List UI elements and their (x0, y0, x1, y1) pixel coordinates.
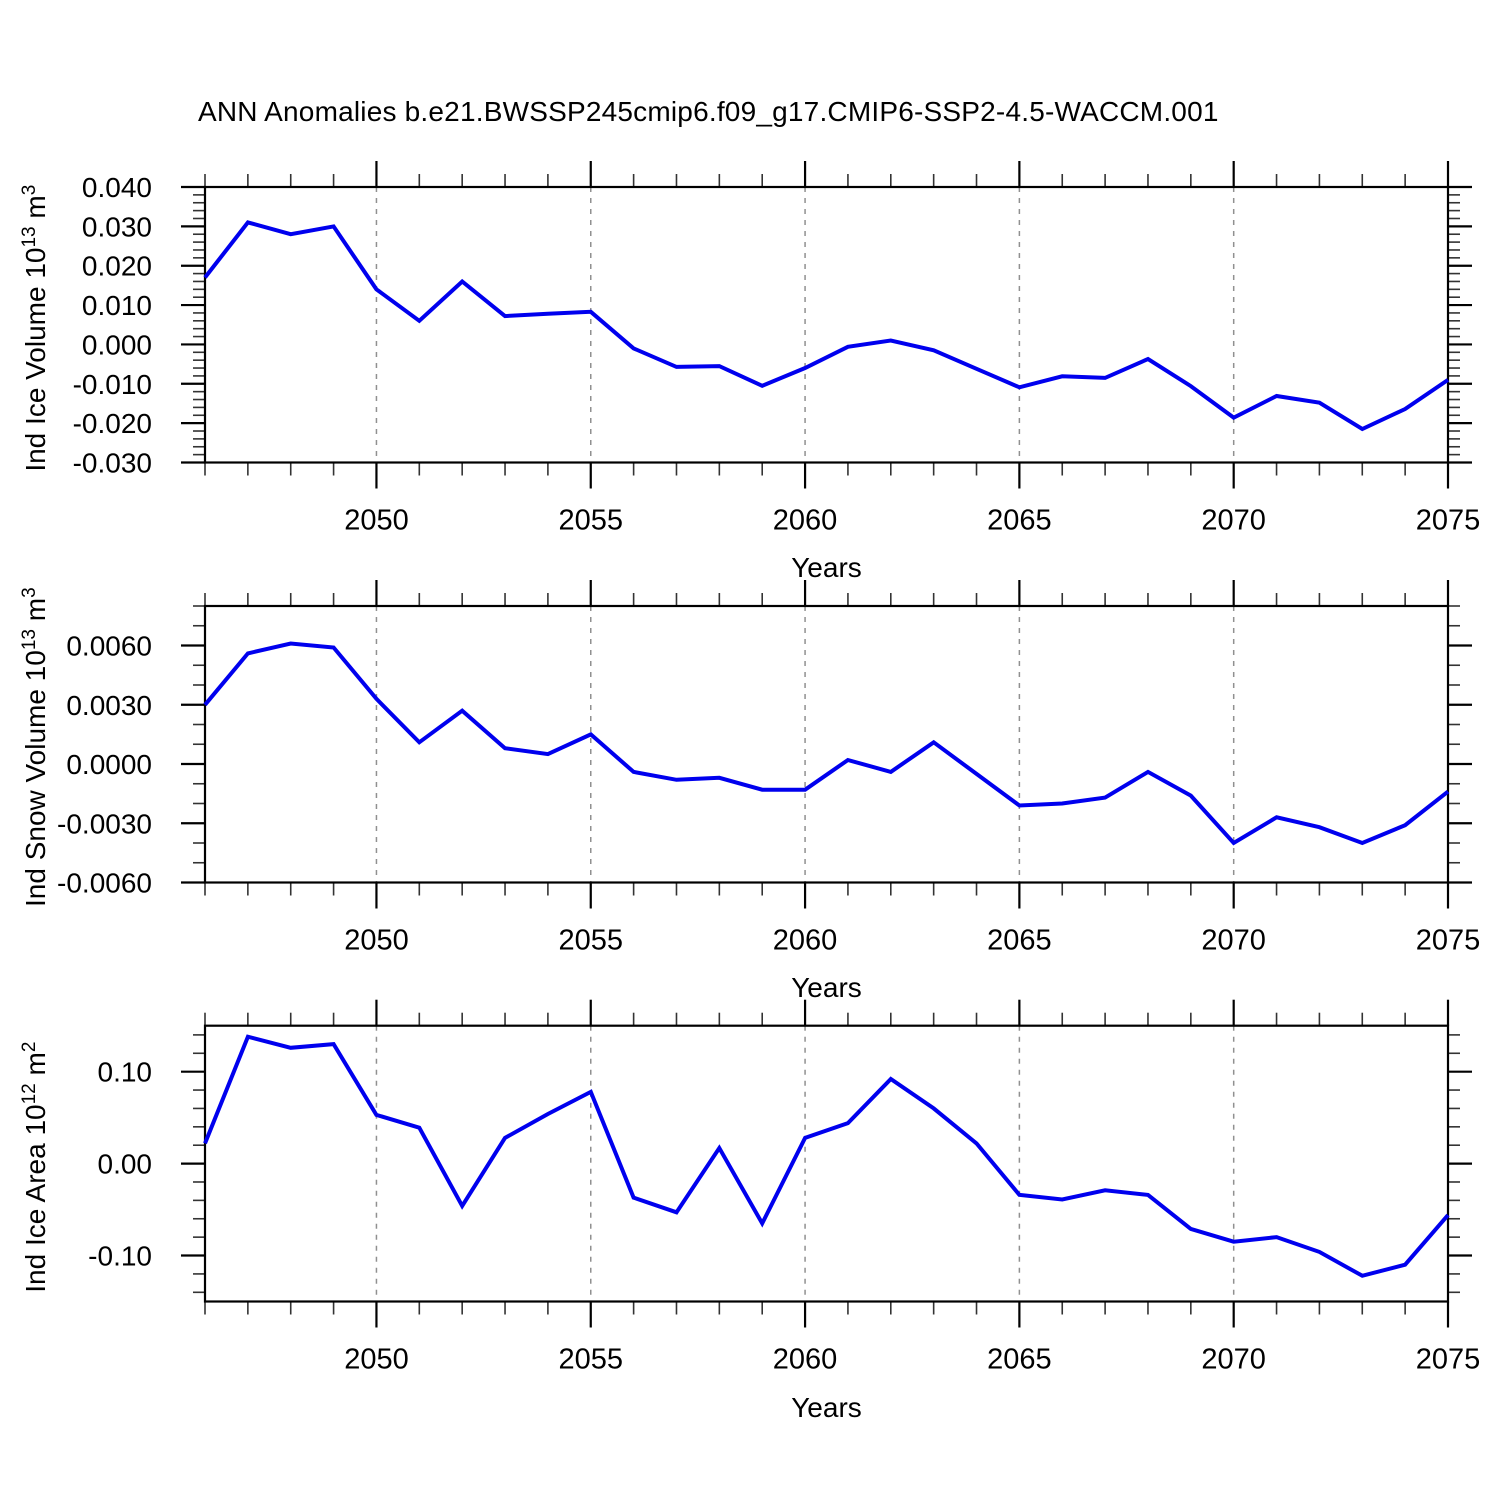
y-tick-label: 0.010 (82, 290, 152, 321)
y-tick-label: -0.0060 (57, 868, 152, 899)
y-tick-label: 0.040 (82, 172, 152, 203)
x-tick-label: 2070 (1201, 925, 1266, 957)
x-tick-label: 2050 (344, 925, 409, 957)
x-tick-label: 2060 (773, 505, 838, 537)
x-tick-label: 2070 (1201, 1344, 1266, 1376)
x-tick-label: 2065 (987, 505, 1052, 537)
y-tick-label: 0.0030 (66, 690, 152, 721)
y-tick-label: 0.000 (82, 329, 152, 360)
plot-box (203, 1024, 1450, 1303)
x-tick-label: 2055 (559, 505, 624, 537)
y-tick-label: -0.030 (73, 448, 152, 479)
x-tick-label: 2055 (559, 1344, 624, 1376)
y-tick-label: -0.010 (73, 369, 152, 400)
figure-title: ANN Anomalies b.e21.BWSSP245cmip6.f09_g1… (198, 96, 1219, 127)
y-tick-label: 0.10 (98, 1057, 153, 1088)
x-tick-label: 2065 (987, 925, 1052, 957)
x-tick-label: 2060 (773, 1344, 838, 1376)
y-tick-label: 0.020 (82, 251, 152, 282)
data-line-ind-ice-volume (203, 220, 1450, 432)
x-tick-label: 2075 (1416, 925, 1481, 957)
y-tick-label: 0.0000 (66, 749, 152, 780)
ice-area-chart: 0.10 0.00 -0.10 2050 2055 2060 2065 2070 2075 (88, 999, 1481, 1376)
x-tick-label: 2075 (1416, 505, 1481, 537)
y-tick-label: 0.030 (82, 211, 152, 242)
x-axis-title: Years (791, 552, 862, 583)
x-tick-label: 2065 (987, 1344, 1052, 1376)
x-axis-title: Years (791, 1392, 862, 1423)
ice-volume-chart: 0.040 0.030 0.020 0.010 0.000 -0.010 -0.020 -0.… (73, 161, 1481, 537)
x-tick-label: 2050 (344, 1344, 409, 1376)
plot-box (203, 185, 1450, 464)
y-tick-label: -0.10 (88, 1241, 152, 1272)
y-tick-label: 0.0060 (66, 631, 152, 662)
x-tick-label: 2055 (559, 925, 624, 957)
plot-box (203, 604, 1450, 884)
snow-volume-chart: 0.0060 0.0030 0.0000 -0.0030 -0.0060 2050 2055… (57, 580, 1481, 957)
y-tick-label: -0.020 (73, 408, 152, 439)
y-tick-label: 0.00 (98, 1149, 153, 1180)
x-tick-label: 2075 (1416, 1344, 1481, 1376)
x-tick-label: 2070 (1201, 505, 1266, 537)
y-tick-label: -0.0030 (57, 808, 152, 839)
data-line-ind-ice-area (203, 1034, 1450, 1278)
data-line-ind-snow-volume (203, 641, 1450, 846)
x-tick-label: 2050 (344, 505, 409, 537)
x-tick-label: 2060 (773, 925, 838, 957)
x-axis-title: Years (791, 972, 862, 1003)
